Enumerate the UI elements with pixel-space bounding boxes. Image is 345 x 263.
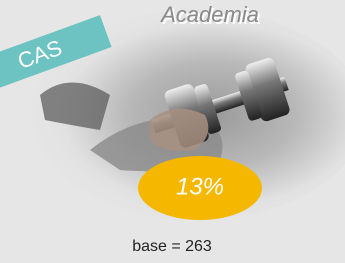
value-label: 13% <box>176 173 224 200</box>
infographic: Academia Academia CAS 13% base = 263 <box>0 0 345 263</box>
base-label: base = 263 <box>132 238 212 255</box>
title: Academia <box>159 2 259 27</box>
